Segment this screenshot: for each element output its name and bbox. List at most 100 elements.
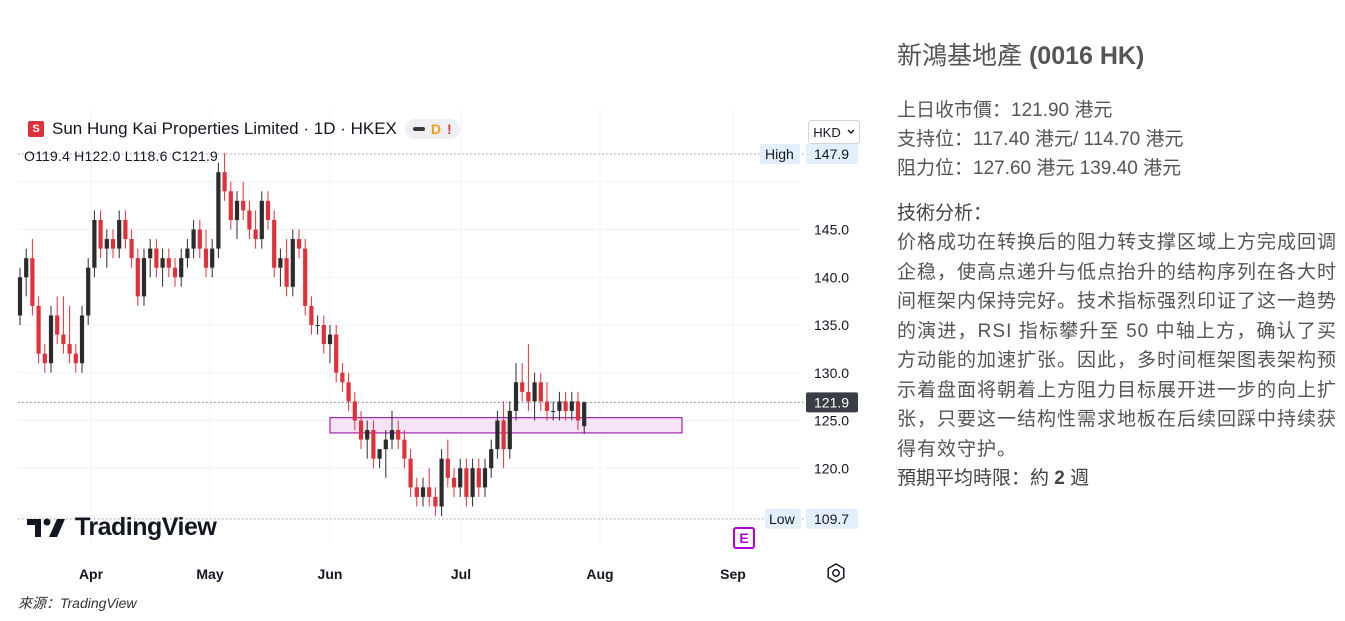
candle-body <box>575 401 581 421</box>
y-tick-label: 140.0 <box>814 269 849 285</box>
currency-label: HKD <box>813 124 841 140</box>
candle-body <box>352 401 357 421</box>
resistance-levels: 阻力位：127.60 港元 139.40 港元 <box>897 158 1182 179</box>
analysis-heading: 技術分析： <box>897 203 993 224</box>
high-value-label: 147.9 <box>814 146 849 162</box>
candle-body <box>451 477 457 488</box>
low-value-label: 109.7 <box>814 511 849 527</box>
candle-body <box>197 229 202 249</box>
support-zone <box>329 417 683 434</box>
candlestick-chart: 115.0120.0125.0130.0135.0140.0145.0High1… <box>17 110 858 582</box>
delay-badge: D <box>430 121 441 137</box>
chart-title: Sun Hung Kai Properties Limited · 1D · H… <box>52 119 397 138</box>
candle-body <box>61 334 66 345</box>
candle-body <box>185 248 190 259</box>
candle-body <box>104 239 109 249</box>
tradingview-wordmark: TradingView <box>75 513 217 541</box>
candle-body <box>278 258 283 268</box>
stock-code: (0016 HK) <box>1028 42 1145 70</box>
high-value-box <box>806 144 858 165</box>
stock-name: 新鴻基地產 <box>897 42 1023 70</box>
minus-icon <box>412 127 425 131</box>
ohlc-readout: O119.4 H122.0 L118.6 C121.9 <box>24 148 219 164</box>
status-pill[interactable]: D ! <box>404 119 460 139</box>
candle-body <box>439 458 444 507</box>
candle-body <box>445 458 450 478</box>
tradingview-logo[interactable]: TradingView <box>27 513 217 542</box>
candle-body <box>321 325 326 345</box>
candle-body <box>334 334 339 373</box>
candle-body <box>30 258 35 306</box>
candle-body <box>389 430 395 440</box>
last-price-label: 121.9 <box>814 394 849 410</box>
candle-body <box>520 382 525 392</box>
candle-body <box>216 172 221 249</box>
candle-body <box>247 210 252 230</box>
candle-body <box>582 402 587 427</box>
candle-body <box>272 219 277 268</box>
currency-selector[interactable]: HKD <box>808 120 860 144</box>
y-tick-label: 145.0 <box>814 222 849 238</box>
x-tick-label: Jun <box>318 566 343 582</box>
candle-body <box>507 410 512 450</box>
candle-body <box>284 258 289 287</box>
support-levels: 支持位：117.40 港元/ 114.70 港元 <box>897 129 1184 150</box>
candle-body <box>327 334 333 345</box>
candle-body <box>222 172 227 192</box>
candle-body <box>55 315 60 335</box>
candle-body <box>265 200 271 220</box>
candle-body <box>489 449 494 469</box>
source-caption: 來源：TradingView <box>18 595 137 611</box>
candle-body <box>73 353 78 364</box>
candle-body <box>290 239 295 287</box>
candle-body <box>433 496 438 507</box>
candle-body <box>17 277 23 316</box>
candle-body <box>495 420 500 450</box>
high-label-box <box>760 144 800 165</box>
candle-body <box>234 200 240 220</box>
candle-body <box>544 401 550 411</box>
analysis-text: 价格成功在转换后的阻力转支撑区域上方完成回调企稳，使高点递升与低点抬升的结构序列… <box>897 232 1338 460</box>
settings-icon[interactable] <box>826 563 846 583</box>
candle-body <box>340 372 345 383</box>
y-tick-label: 135.0 <box>814 317 849 333</box>
candle-body <box>48 315 54 364</box>
earnings-icon[interactable]: E <box>733 527 755 549</box>
candle-body <box>86 267 91 316</box>
previous-close: 上日收市價：121.90 港元 <box>897 100 1113 121</box>
y-tick-label: 125.0 <box>814 413 849 429</box>
candle-body <box>346 382 351 402</box>
y-tick-label: 120.0 <box>814 460 849 476</box>
x-tick-label: May <box>196 566 223 582</box>
chevron-down-icon <box>847 129 855 134</box>
candle-body <box>98 219 103 249</box>
candle-body <box>420 487 426 497</box>
candle-body <box>408 458 413 488</box>
candle-body <box>129 239 134 259</box>
candle-body <box>259 200 264 240</box>
candle-body <box>36 305 41 354</box>
candle-body <box>464 468 469 497</box>
expected-period: 預期平均時限：約 2 週 <box>897 464 1337 493</box>
candle-body <box>309 305 314 325</box>
candle-body <box>532 382 537 402</box>
low-value-box <box>806 508 858 529</box>
candle-body <box>296 239 302 249</box>
candle-body <box>179 258 184 278</box>
candle-body <box>141 258 147 297</box>
candle-body <box>365 430 370 440</box>
candle-body <box>92 219 97 268</box>
candle-body <box>148 248 153 259</box>
candle-body <box>358 420 364 440</box>
candle-body <box>557 401 562 411</box>
candle-body <box>160 258 165 268</box>
candle-body <box>526 391 531 402</box>
info-panel: 新鴻基地產 (0016 HK) 上日收市價：121.90 港元 支持位：117.… <box>897 36 1337 493</box>
low-label-box <box>765 508 801 529</box>
candle-body <box>383 439 388 450</box>
candle-body <box>482 468 488 488</box>
period-unit: 週 <box>1070 468 1090 489</box>
y-tick-label: 130.0 <box>814 365 849 381</box>
candle-body <box>67 344 72 354</box>
candle-body <box>476 468 481 488</box>
